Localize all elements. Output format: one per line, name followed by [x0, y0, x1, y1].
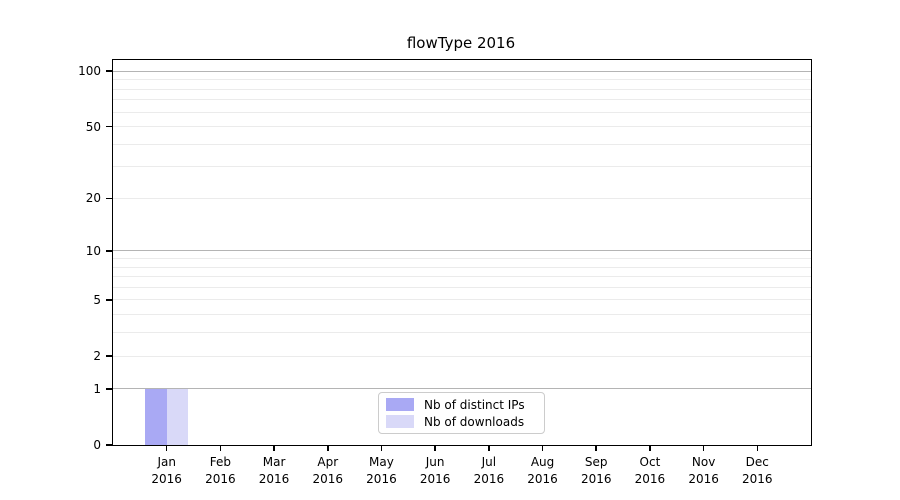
- y-tick: [106, 444, 112, 446]
- gridline-major: [113, 250, 811, 252]
- y-tick: [106, 125, 112, 128]
- gridline-major: [113, 70, 811, 72]
- y-tick: [106, 250, 112, 252]
- x-tick-label: May 2016: [366, 455, 397, 486]
- x-tick: [756, 446, 759, 451]
- gridline-minor: [113, 286, 811, 288]
- y-tick-label: 100: [78, 64, 101, 79]
- y-tick-label: 2: [93, 349, 101, 364]
- x-tick-label: Mar 2016: [258, 455, 290, 486]
- x-tick-label: Sep 2016: [580, 455, 612, 486]
- y-tick: [106, 355, 112, 357]
- bar-downloads: [166, 388, 189, 445]
- gridline-minor: [113, 258, 811, 259]
- legend-item-downloads: Nb of downloads: [386, 415, 544, 429]
- y-tick: [106, 299, 112, 301]
- x-tick-label: Jun 2016: [419, 455, 451, 486]
- y-tick: [106, 70, 112, 72]
- x-tick: [327, 446, 329, 451]
- legend-label-downloads: Nb of downloads: [424, 414, 525, 429]
- x-tick: [649, 446, 651, 451]
- y-tick-label: 10: [85, 243, 101, 258]
- gridline-minor: [113, 276, 811, 278]
- x-tick: [165, 446, 168, 451]
- x-tick: [541, 446, 544, 451]
- gridline-minor: [113, 88, 811, 90]
- x-tick: [219, 446, 222, 451]
- gridline-minor: [113, 355, 811, 357]
- y-tick: [106, 388, 112, 390]
- x-tick: [380, 446, 383, 451]
- x-tick-label: Oct 2016: [634, 455, 666, 486]
- y-tick-label: 50: [85, 119, 101, 134]
- legend: Nb of distinct IPs Nb of downloads: [378, 392, 545, 434]
- x-tick-label: Aug 2016: [527, 455, 558, 486]
- x-tick-label: Jul 2016: [473, 455, 505, 486]
- y-tick-label: 1: [93, 381, 101, 396]
- gridline-minor: [113, 314, 811, 316]
- x-tick-label: Dec 2016: [742, 455, 773, 486]
- gridline-minor: [113, 197, 811, 199]
- gridline-minor: [113, 299, 811, 301]
- gridline-major: [113, 388, 811, 390]
- gridline-minor: [113, 166, 811, 168]
- chart-title: flowType 2016: [406, 34, 516, 52]
- legend-swatch-distinct-ips-icon: [386, 398, 414, 411]
- y-tick-label: 5: [93, 292, 101, 307]
- x-tick-label: Jan 2016: [151, 455, 182, 486]
- x-tick-label: Nov 2016: [688, 455, 719, 486]
- x-tick: [273, 446, 275, 451]
- x-tick-label: Feb 2016: [205, 455, 236, 486]
- x-tick-label: Apr 2016: [312, 455, 344, 486]
- bar-distinct-ips: [145, 388, 167, 445]
- y-tick-label: 0: [93, 438, 101, 452]
- x-tick: [434, 446, 436, 451]
- gridline-minor: [113, 266, 811, 268]
- gridline-minor: [113, 332, 811, 334]
- gridline-minor: [113, 143, 811, 145]
- legend-swatch-downloads-icon: [386, 415, 414, 428]
- y-tick-label: 20: [85, 191, 101, 206]
- gridline-minor: [113, 79, 811, 81]
- legend-item-distinct-ips: Nb of distinct IPs: [386, 398, 544, 412]
- gridline-minor: [113, 111, 811, 113]
- gridline-minor: [113, 99, 811, 101]
- gridline-minor: [113, 126, 811, 128]
- x-tick: [702, 446, 705, 451]
- x-tick: [595, 446, 597, 451]
- legend-label-distinct-ips: Nb of distinct IPs: [424, 397, 525, 412]
- y-tick: [106, 197, 112, 200]
- plot-area: 0 1 2 5 10 20 50 100 Jan 2016 Feb 2016 Mar 2016 Apr 201…: [78, 59, 812, 486]
- x-tick: [488, 446, 490, 451]
